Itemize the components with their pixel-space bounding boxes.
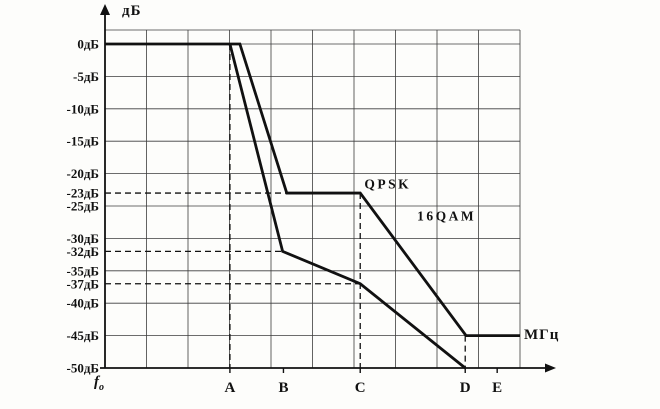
y-tick-label: -20дБ bbox=[67, 166, 100, 181]
origin-label-sub: o bbox=[99, 382, 104, 393]
x-tick-label: E bbox=[492, 380, 502, 396]
y-tick-label: -32дБ bbox=[67, 244, 100, 259]
y-tick-label: -50дБ bbox=[67, 361, 100, 376]
series-line-16QAM bbox=[228, 43, 467, 370]
y-tick-label: -5дБ bbox=[73, 69, 99, 84]
y-tick-label: -37дБ bbox=[67, 276, 100, 291]
y-tick-label: -45дБ bbox=[67, 328, 100, 343]
y-tick-label: -23дБ bbox=[67, 186, 100, 201]
y-tick-label: -35дБ bbox=[67, 263, 100, 278]
x-axis-unit-label: МГц bbox=[524, 327, 560, 343]
series-line-QPSK bbox=[105, 42, 520, 338]
series-label-QPSK: QPSK bbox=[364, 177, 411, 192]
y-axis-unit-label: дБ bbox=[122, 3, 142, 19]
y-tick-label: -10дБ bbox=[67, 101, 100, 116]
y-tick-label: 0дБ bbox=[77, 37, 99, 52]
x-axis-arrow bbox=[545, 363, 556, 373]
origin-label-main: f bbox=[94, 374, 99, 390]
x-tick-label: C bbox=[355, 380, 366, 396]
y-tick-label: -30дБ bbox=[67, 231, 100, 246]
series-label-16QAM: 16QAM bbox=[417, 208, 476, 223]
x-tick-label: D bbox=[460, 380, 471, 396]
y-tick-label: -15дБ bbox=[67, 134, 100, 149]
x-tick-label: B bbox=[278, 380, 288, 396]
x-origin-label: fo bbox=[94, 374, 104, 393]
dashed-guide-lines bbox=[105, 44, 466, 368]
x-tick-marks bbox=[229, 368, 498, 373]
x-tick-label: A bbox=[224, 380, 235, 396]
grid bbox=[104, 29, 521, 369]
y-axis-arrow bbox=[100, 4, 110, 15]
y-tick-label: -25дБ bbox=[67, 199, 100, 214]
axes bbox=[100, 4, 556, 373]
y-tick-label: -40дБ bbox=[67, 296, 100, 311]
